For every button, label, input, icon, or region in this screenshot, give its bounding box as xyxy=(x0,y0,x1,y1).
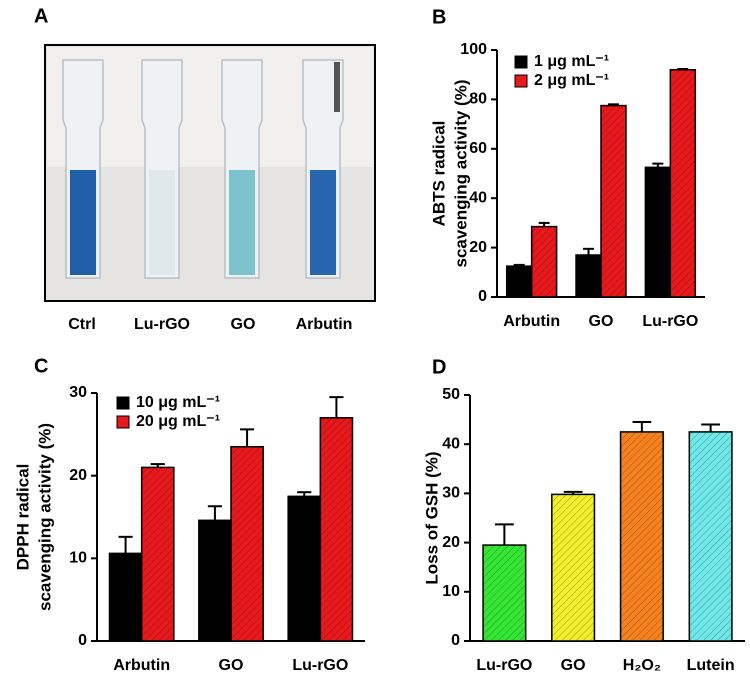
panel-letter: A xyxy=(34,5,48,27)
sample-label: Lu-rGO xyxy=(134,316,190,333)
bar xyxy=(505,265,533,298)
bar xyxy=(230,445,264,642)
y-tick-label: 100 xyxy=(460,41,487,58)
y-tick-label: 0 xyxy=(478,288,487,305)
x-tick-label: GO xyxy=(219,657,244,674)
bar xyxy=(644,166,672,298)
legend-swatch xyxy=(514,55,528,69)
legend-label: 1 μg mL⁻¹ xyxy=(534,53,609,70)
error-bar xyxy=(632,421,652,432)
y-tick-label: 80 xyxy=(469,91,487,108)
y-tick-label: 10 xyxy=(69,550,87,567)
bar xyxy=(530,225,558,298)
y-axis-label: scavenging activity (%) xyxy=(451,79,470,267)
x-tick-label: Lu-rGO xyxy=(292,657,348,674)
error-bar xyxy=(677,68,689,71)
legend-label: 2 μg mL⁻¹ xyxy=(534,72,609,89)
bar xyxy=(140,466,175,642)
error-bar xyxy=(513,263,525,267)
y-tick-label: 30 xyxy=(69,384,87,401)
y-tick-label: 60 xyxy=(469,140,487,157)
error-bar xyxy=(118,535,133,554)
legend-swatch xyxy=(116,396,130,410)
panel-letter: C xyxy=(34,355,48,377)
y-tick-label: 40 xyxy=(469,189,487,206)
sample-label: Arbutin xyxy=(296,316,353,333)
bar xyxy=(600,104,627,298)
error-bar xyxy=(652,162,664,168)
y-tick-label: 10 xyxy=(442,583,460,600)
error-bar xyxy=(607,103,619,106)
y-axis-label: DPPH radical xyxy=(13,464,32,571)
x-tick-label: Lu-rGO xyxy=(642,313,698,330)
error-bar xyxy=(538,221,550,227)
x-tick-label: GO xyxy=(561,657,586,674)
panel-letter: D xyxy=(432,356,446,378)
panel-letter: B xyxy=(432,6,446,28)
bar xyxy=(619,431,664,642)
bar xyxy=(108,552,143,642)
legend-label: 20 μg mL⁻¹ xyxy=(136,413,220,430)
legend-label: 10 μg mL⁻¹ xyxy=(136,394,220,411)
legend-swatch xyxy=(116,415,130,429)
y-tick-label: 20 xyxy=(442,534,460,551)
bar xyxy=(319,417,354,642)
y-tick-label: 0 xyxy=(451,632,460,649)
y-axis-label: ABTS radical xyxy=(429,121,448,227)
bar xyxy=(287,495,322,642)
x-tick-label: Lutein xyxy=(687,657,735,674)
error-bar xyxy=(494,523,514,546)
y-axis-label: scavenging activity (%) xyxy=(35,423,54,611)
legend-swatch xyxy=(514,74,528,88)
error-bar xyxy=(297,491,312,497)
error-bar xyxy=(329,396,344,418)
y-tick-label: 20 xyxy=(69,467,87,484)
y-tick-label: 50 xyxy=(442,386,460,403)
bar xyxy=(198,519,232,642)
bar xyxy=(482,544,527,642)
error-bar xyxy=(207,505,222,521)
error-bar xyxy=(701,423,721,432)
error-bar xyxy=(583,247,595,256)
x-tick-label: H₂O₂ xyxy=(623,657,661,674)
x-tick-label: GO xyxy=(589,313,614,330)
sample-label: GO xyxy=(231,316,256,333)
x-tick-label: Arbutin xyxy=(503,313,560,330)
bar xyxy=(688,431,733,642)
error-bar xyxy=(563,490,583,495)
y-tick-label: 40 xyxy=(442,435,460,452)
photo xyxy=(44,44,376,302)
y-tick-label: 20 xyxy=(469,239,487,256)
y-tick-label: 30 xyxy=(442,485,460,502)
sample-label: Ctrl xyxy=(68,316,96,333)
bar xyxy=(669,69,697,298)
x-tick-label: Arbutin xyxy=(113,657,170,674)
y-tick-label: 0 xyxy=(78,632,87,649)
x-tick-label: Lu-rGO xyxy=(476,657,532,674)
bar xyxy=(575,254,602,298)
y-axis-label: Loss of GSH (%) xyxy=(422,451,441,584)
bar xyxy=(551,493,596,642)
error-bar xyxy=(240,428,255,447)
error-bar xyxy=(150,463,165,468)
